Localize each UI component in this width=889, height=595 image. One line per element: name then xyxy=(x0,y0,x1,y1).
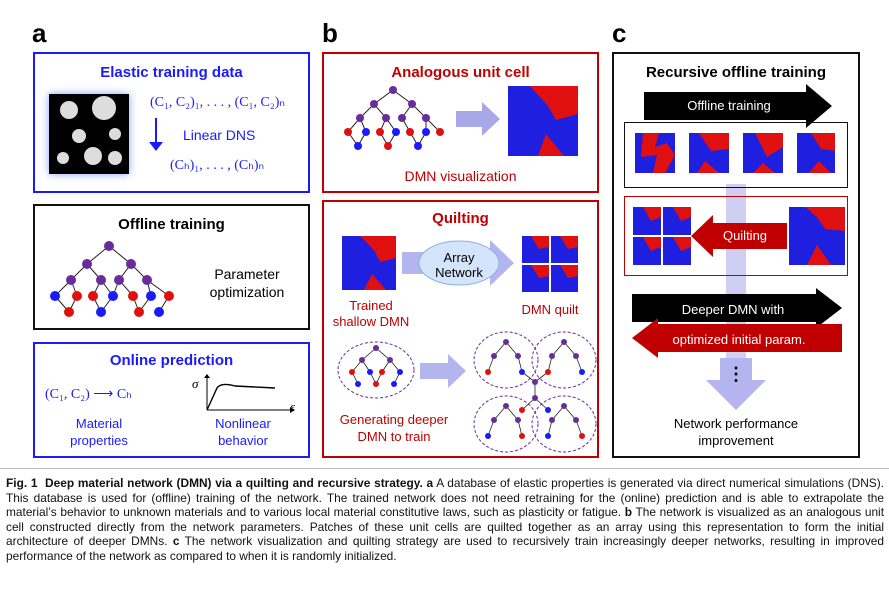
sigma-axis-label: σ xyxy=(192,376,199,391)
quilting-box: Quilting Array Network Trained shallow D… xyxy=(322,200,599,458)
recursive-training-box: Recursive offline training Offline train… xyxy=(612,52,860,458)
caption-b-label: b xyxy=(624,505,633,520)
nonlinear-label: Nonlinear xyxy=(215,416,271,431)
offline-training-arrow-label: Offline training xyxy=(687,98,771,113)
deeper-arrow-icon xyxy=(420,354,466,388)
panel-label-b: b xyxy=(322,18,338,48)
dmn-to-train-label: DMN to train xyxy=(357,429,431,444)
unit-cell-visual xyxy=(508,86,578,156)
generating-deeper-label: Generating deeper xyxy=(339,412,449,427)
array-network-arrow xyxy=(402,240,514,286)
math-input-pairs: (C₁, C₂)₁, . . . , (C₁, C₂)ₙ xyxy=(150,95,285,110)
quilt-grid-visual xyxy=(633,207,691,265)
panel-label-c: c xyxy=(612,18,627,48)
down-flow-arrow xyxy=(706,358,766,410)
arrow-to-cell-icon xyxy=(456,102,500,136)
single-cell-visual xyxy=(789,207,845,265)
cells-row xyxy=(635,133,835,173)
optimization-label: optimization xyxy=(209,284,285,300)
caption-c-text: The network visualization and quilting s… xyxy=(6,534,884,563)
figure-caption: Fig. 1 Deep material network (DMN) via a… xyxy=(6,476,884,564)
caption-c-label: c xyxy=(172,534,180,549)
dmn-quilt-label: DMN quilt xyxy=(521,302,579,317)
material-label: Material xyxy=(75,416,123,431)
caption-divider xyxy=(0,468,889,469)
dmn-tree-diagram xyxy=(50,241,174,317)
fig-label: Fig. 1 xyxy=(6,476,38,490)
caption-a-text: A database of elastic properties is gene… xyxy=(6,476,884,520)
elastic-training-box: Elastic training data (C₁, C₂)₁, . . . ,… xyxy=(33,52,310,193)
shallow-dmn-label: shallow DMN xyxy=(332,314,410,329)
math-prediction-mapping: (C₁, C₂) ⟶ Cₕ xyxy=(45,387,132,402)
deeper-network-diagram xyxy=(473,331,597,453)
behavior-label: behavior xyxy=(218,433,268,448)
down-arrow-icon xyxy=(149,142,163,151)
microstructure-inclusions xyxy=(57,96,122,165)
parameter-label: Parameter xyxy=(214,266,280,282)
quilting-arrow xyxy=(691,215,787,257)
epsilon-axis-label: ε xyxy=(290,399,296,414)
online-prediction-title: Online prediction xyxy=(109,352,234,369)
analogous-unit-cell-title: Analogous unit cell xyxy=(391,64,530,81)
panel-label-a: a xyxy=(32,18,47,48)
linear-dns-label: Linear DNS xyxy=(183,127,256,143)
recursive-training-title: Recursive offline training xyxy=(645,64,827,81)
quilting-arrow-label: Quilting xyxy=(722,228,768,243)
fig-title: Deep material network (DMN) via a quilti… xyxy=(45,476,423,490)
quilting-title: Quilting xyxy=(432,210,489,227)
trained-label: Trained xyxy=(349,298,393,313)
caption-a-label: a xyxy=(426,476,434,490)
performance-label-line2: improvement xyxy=(698,433,774,448)
performance-label-line1: Network performance xyxy=(673,416,799,431)
array-label: Array xyxy=(443,250,475,265)
dmn-visualization-label: DMN visualization xyxy=(404,168,517,184)
microstructure-image xyxy=(49,94,129,174)
ellipsis-dots: ⋮ xyxy=(727,364,745,384)
quilting-row-box: Quilting xyxy=(624,196,848,276)
down-arrow-shaft xyxy=(155,118,157,146)
stress-strain-plot xyxy=(204,374,295,413)
elastic-training-title: Elastic training data xyxy=(100,64,243,81)
cells-row-box xyxy=(624,122,848,188)
analogous-unit-cell-box: Analogous unit cell DMN visual xyxy=(322,52,599,193)
deeper-dmn-arrow xyxy=(632,288,842,328)
network-label: Network xyxy=(435,265,483,280)
trained-cell-visual xyxy=(342,236,396,290)
optimized-param-arrow xyxy=(632,318,842,358)
dmn-quilt-visual xyxy=(522,236,578,292)
online-prediction-box: Online prediction (C₁, C₂) ⟶ Cₕ Material… xyxy=(33,342,310,458)
optimized-param-arrow-label: optimized initial param. xyxy=(672,332,806,347)
caption-b-text: The network is visualized as an analogou… xyxy=(6,505,884,549)
math-output-values: (Cₕ)₁, . . . , (Cₕ)ₙ xyxy=(170,158,265,173)
properties-label: properties xyxy=(70,433,128,448)
deeper-dmn-arrow-label: Deeper DMN with xyxy=(681,302,785,317)
small-dmn-tree xyxy=(344,86,444,150)
offline-training-title: Offline training xyxy=(118,216,225,233)
shallow-tree-diagram xyxy=(337,341,415,399)
offline-training-arrow xyxy=(644,84,832,128)
offline-training-box: Offline training Parameter optimization xyxy=(33,204,310,330)
